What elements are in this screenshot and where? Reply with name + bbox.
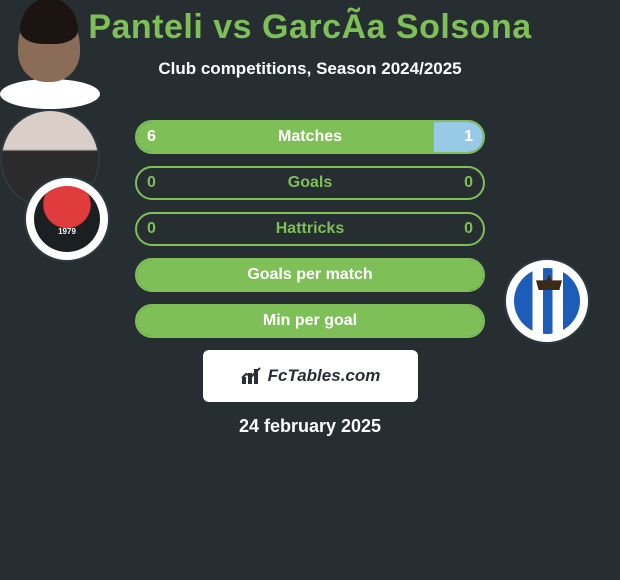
source-logo-text: FcTables.com <box>268 366 381 386</box>
stat-bar-right-value: 0 <box>454 214 483 244</box>
stat-bar: Min per goal <box>135 304 485 338</box>
page-title: Panteli vs GarcÃ­a Solsona <box>0 0 620 47</box>
stat-bar: Goals0 0 <box>135 166 485 200</box>
stat-bar-left-value: 0 <box>137 168 166 198</box>
bars-container: Matches61Goals00Hattricks00Goals per mat… <box>135 120 485 338</box>
stat-bar: Hattricks0 0 <box>135 212 485 246</box>
stat-bar-left-value: 0 <box>137 214 166 244</box>
stat-bar: Goals per match <box>135 258 485 292</box>
stat-bar-right-value: 0 <box>454 168 483 198</box>
chart-icon <box>240 366 264 386</box>
root: Panteli vs GarcÃ­a Solsona Club competit… <box>0 0 620 580</box>
stat-bar-label: Hattricks <box>137 214 483 244</box>
stat-bar-label: Min per goal <box>137 306 483 336</box>
compare-panel: Matches61Goals00Hattricks00Goals per mat… <box>0 120 620 437</box>
source-logo: FcTables.com <box>203 350 418 402</box>
subtitle: Club competitions, Season 2024/2025 <box>0 59 620 79</box>
stat-bar: Matches6 1 <box>135 120 485 154</box>
stat-bar-left-value: 6 <box>137 122 166 152</box>
player-left-avatar <box>0 79 100 109</box>
stat-bar-label: Goals per match <box>137 260 483 290</box>
stat-bar-right-value: 1 <box>454 122 483 152</box>
stat-bar-label: Matches <box>137 122 483 152</box>
stat-bar-label: Goals <box>137 168 483 198</box>
snapshot-date: 24 february 2025 <box>0 416 620 437</box>
